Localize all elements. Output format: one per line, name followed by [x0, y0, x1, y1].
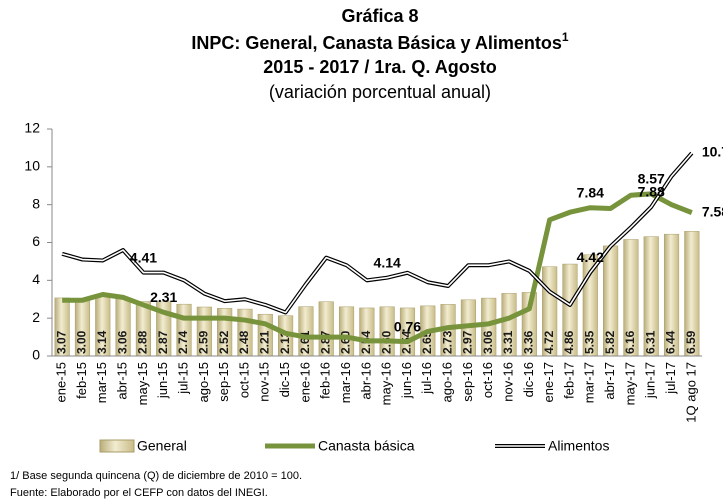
bar-label: 4.86 [562, 330, 576, 354]
bar-label: 2.74 [176, 330, 190, 354]
line-label: 7.84 [577, 184, 604, 200]
line-label: 4.41 [130, 249, 157, 265]
bar-label: 2.59 [197, 330, 211, 354]
x-tick-label: abr-17 [602, 362, 617, 400]
x-tick-label: may-15 [135, 362, 150, 405]
x-tick-label: dic-16 [521, 362, 536, 397]
line-label: 7.58 [702, 203, 723, 219]
x-tick-label: jul-15 [175, 362, 190, 395]
x-tick-label: feb-17 [561, 362, 576, 399]
y-tick-label: 12 [24, 120, 40, 136]
x-tick-label: sep-16 [460, 362, 475, 402]
legend-swatch [99, 439, 135, 453]
bar-label: 2.87 [318, 330, 332, 354]
line-label: 10.73 [702, 144, 723, 160]
bar-label: 3.06 [481, 330, 495, 354]
source: Fuente: Elaborado por el CEFP con datos … [10, 487, 268, 499]
line-label: 4.42 [577, 249, 604, 265]
bar-label: 4.72 [542, 330, 556, 354]
bar-label: 3.00 [75, 330, 89, 354]
bar-label: 3.36 [522, 330, 536, 354]
x-tick-label: abr-15 [115, 362, 130, 400]
bar-label: 2.73 [440, 330, 454, 354]
bar-label: 5.82 [603, 330, 617, 354]
bar-label: 3.14 [95, 330, 109, 354]
bar-label: 2.97 [461, 330, 475, 354]
bar-label: 3.07 [54, 330, 68, 354]
line [62, 191, 693, 345]
legend-label: Canasta básica [318, 438, 415, 454]
x-tick-label: 1Q ago 17 [683, 362, 698, 423]
x-tick-label: jun-15 [155, 362, 170, 399]
y-tick-label: 2 [32, 309, 40, 325]
x-tick-label: sep-15 [216, 362, 231, 402]
x-tick-label: dic-15 [277, 362, 292, 397]
x-tick-label: mar-17 [582, 362, 597, 403]
unit-label: (variación porcentual anual) [269, 82, 491, 102]
x-tick-label: jul-16 [419, 362, 434, 395]
bar-label: 2.48 [237, 330, 251, 354]
x-tick-label: oct-16 [480, 362, 495, 398]
legend-label: General [137, 438, 187, 454]
bar-label: 6.31 [643, 330, 657, 354]
x-tick-label: nov-16 [500, 362, 515, 402]
subtitle: 2015 - 2017 / 1ra. Q. Agosto [263, 57, 496, 77]
legend-label: Alimentos [548, 438, 609, 454]
bar-label: 2.87 [156, 330, 170, 354]
title-label: Gráfica 8 [341, 6, 418, 26]
bar-label: 2.21 [257, 330, 271, 354]
y-tick-label: 8 [32, 195, 40, 211]
x-tick-label: ene-15 [54, 362, 69, 402]
y-tick-label: 6 [32, 233, 40, 249]
chart-title: INPC: General, Canasta Básica y Alimento… [191, 30, 568, 53]
line-label: 7.88 [638, 184, 665, 200]
x-tick-label: ago-16 [440, 362, 455, 402]
x-tick-label: jun-16 [399, 362, 414, 399]
x-tick-label: ago-15 [196, 362, 211, 402]
line-label: 4.14 [374, 254, 401, 270]
bar-label: 3.06 [115, 330, 129, 354]
line-inner [61, 152, 693, 314]
x-tick-label: ene-17 [541, 362, 556, 402]
x-tick-label: abr-16 [358, 362, 373, 400]
title-note-mark: 1 [562, 30, 569, 44]
x-tick-label: oct-15 [236, 362, 251, 398]
bar-label: 6.59 [684, 330, 698, 354]
x-tick-label: mar-16 [338, 362, 353, 403]
y-tick-label: 10 [24, 158, 40, 174]
x-tick-label: may-17 [622, 362, 637, 405]
bar-label: 6.16 [623, 330, 637, 354]
line-label: 2.31 [150, 289, 177, 305]
bar-label: 3.31 [501, 330, 515, 354]
line-label: 0.76 [394, 318, 421, 334]
x-tick-label: feb-15 [74, 362, 89, 399]
y-tick-label: 4 [32, 271, 40, 287]
y-tick-label: 0 [32, 347, 40, 363]
x-tick-label: feb-16 [318, 362, 333, 399]
x-tick-label: mar-15 [94, 362, 109, 403]
footnote: 1/ Base segunda quincena (Q) de diciembr… [10, 470, 302, 482]
x-tick-label: jun-17 [643, 362, 658, 399]
bar-label: 6.44 [664, 330, 678, 354]
x-tick-label: ene-16 [297, 362, 312, 402]
x-tick-label: may-16 [379, 362, 394, 405]
line-label: 8.57 [638, 171, 665, 187]
x-tick-label: nov-15 [257, 362, 272, 402]
bar-label: 2.60 [339, 330, 353, 354]
title-text: INPC: General, Canasta Básica y Alimento… [191, 33, 561, 53]
x-tick-label: jul-17 [663, 362, 678, 395]
bar-label: 2.52 [217, 330, 231, 354]
bar-label: 5.35 [582, 330, 596, 354]
bar-label: 2.88 [136, 330, 150, 354]
